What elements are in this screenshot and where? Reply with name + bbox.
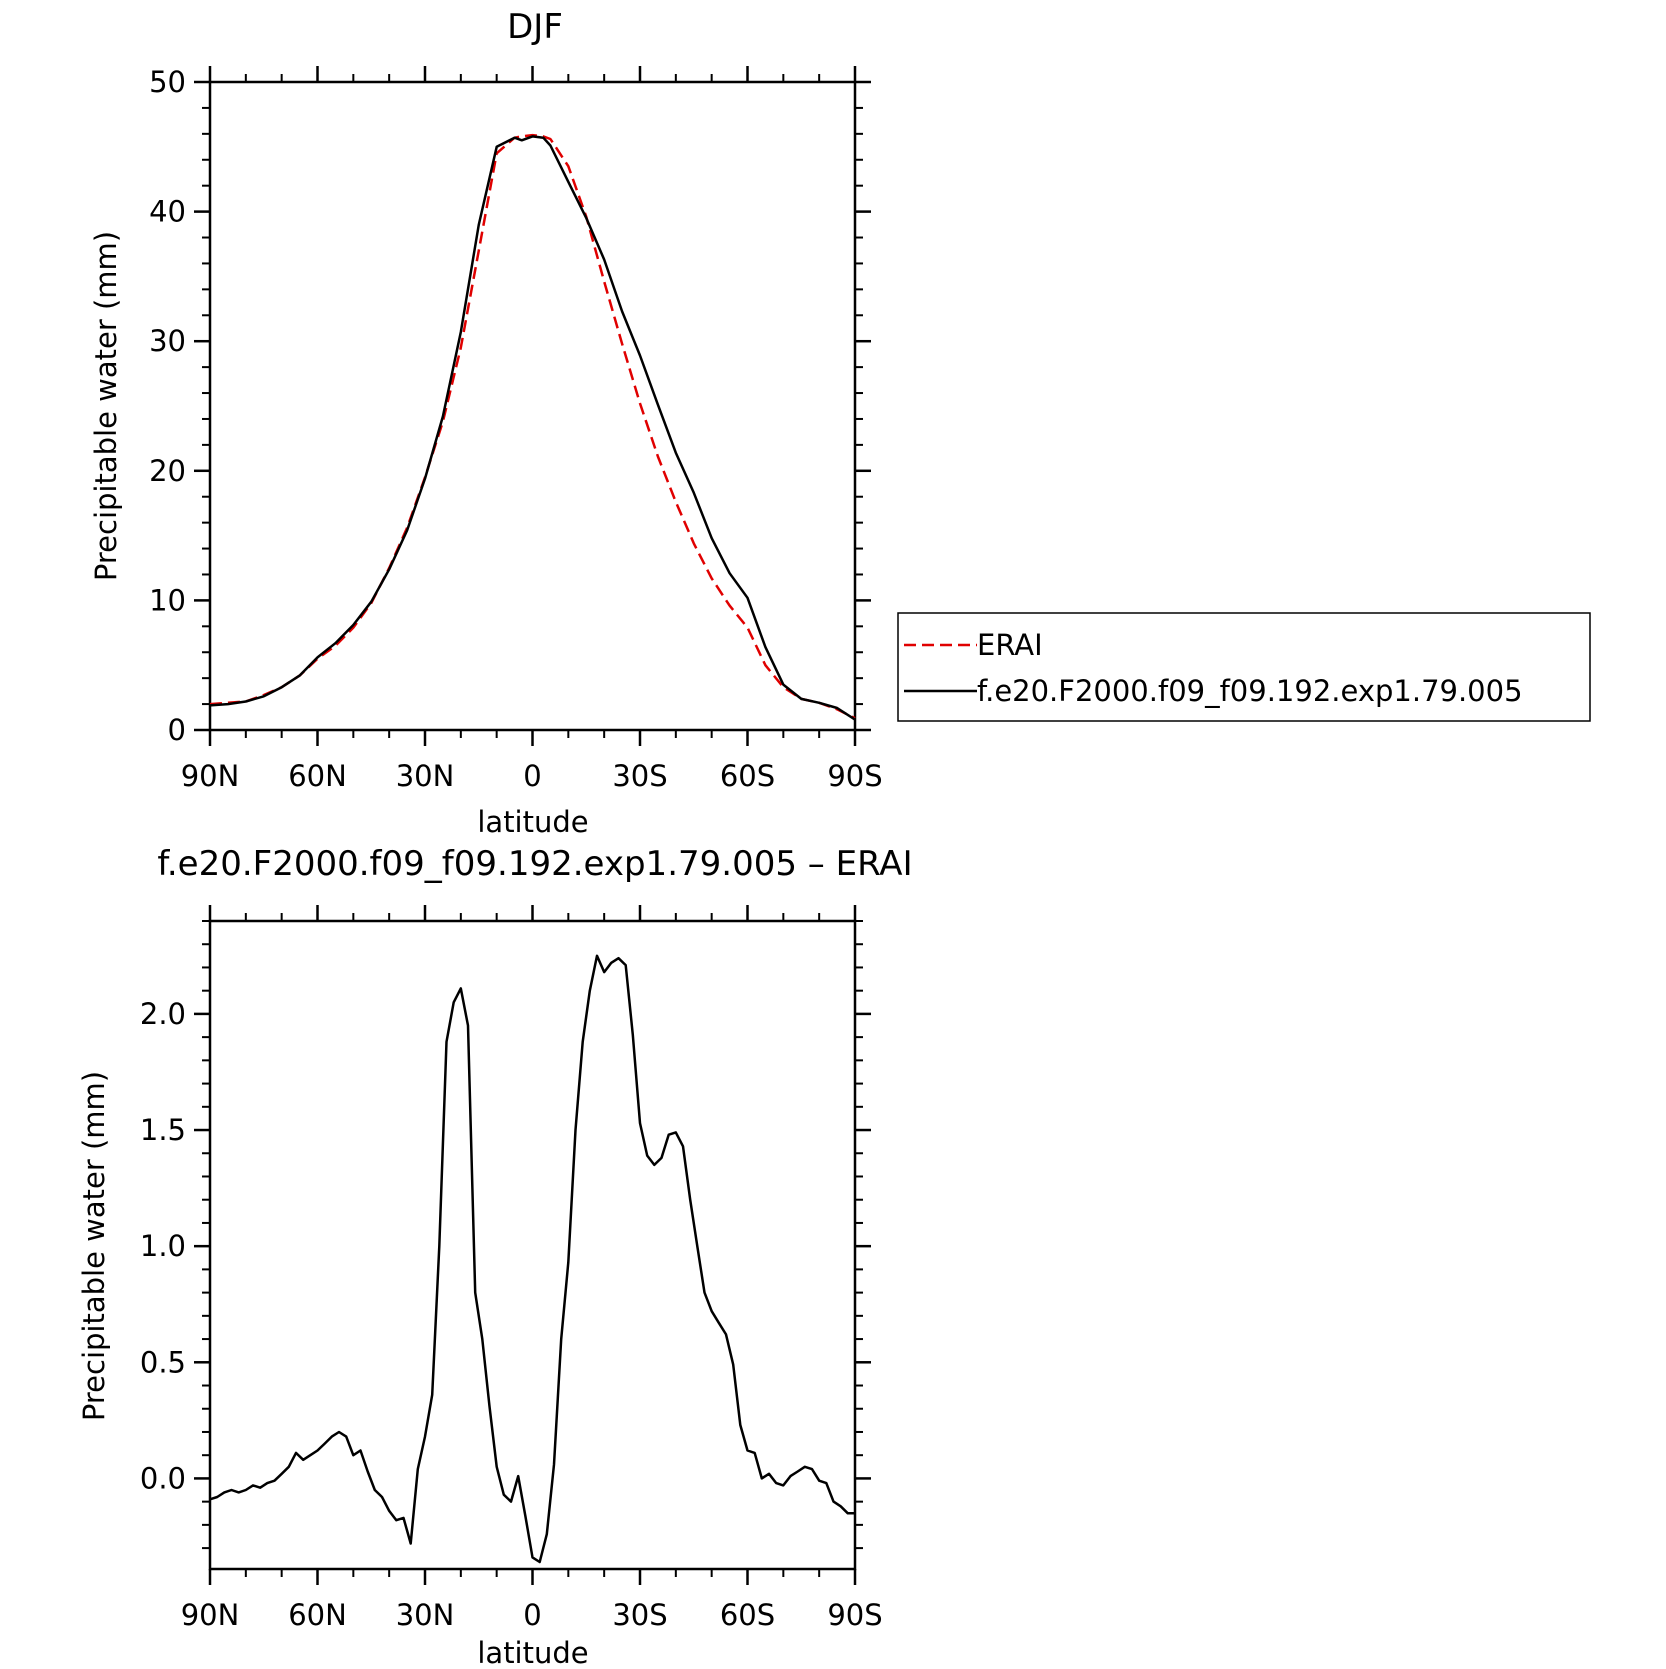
x-tick-label: 30S xyxy=(612,1598,667,1632)
x-tick-label: 90N xyxy=(181,1598,240,1632)
x-tick-label: 90S xyxy=(827,759,882,793)
bottom-y-axis-label: Precipitable water (mm) xyxy=(77,1071,111,1421)
y-tick-label: 0.5 xyxy=(140,1345,186,1379)
x-tick-label: 0 xyxy=(523,759,541,793)
y-tick-label: 2.0 xyxy=(140,997,186,1031)
legend-box xyxy=(897,612,1591,722)
x-tick-label: 60N xyxy=(288,759,347,793)
bottom-chart: f.e20.F2000.f09_f09.192.exp1.79.005 – ER… xyxy=(77,844,913,1669)
bottom-chart-title: f.e20.F2000.f09_f09.192.exp1.79.005 – ER… xyxy=(157,844,912,884)
x-tick-label: 90S xyxy=(827,1598,882,1632)
bottom-tick-labels: 90N 60N 30N 0 30S 60S 90S 0.0 0.5 1.0 1.5 2.0 xyxy=(140,997,883,1632)
y-tick-label: 10 xyxy=(149,583,186,617)
y-tick-label: 20 xyxy=(149,454,186,488)
legend: ERAI f.e20.F2000.f09_f09.192.exp1.79.005 xyxy=(897,612,1591,722)
y-tick-label: 30 xyxy=(149,324,186,358)
top-y-axis-label: Precipitable water (mm) xyxy=(89,231,123,581)
x-tick-label: 60N xyxy=(288,1598,347,1632)
y-tick-label: 1.0 xyxy=(140,1229,186,1263)
y-tick-label: 0.0 xyxy=(140,1461,186,1495)
top-series-lines xyxy=(209,133,856,721)
legend-label-erai: ERAI xyxy=(977,628,1043,662)
x-tick-label: 60S xyxy=(720,759,775,793)
series-line-erai xyxy=(209,133,856,720)
x-tick-label: 30S xyxy=(612,759,667,793)
y-tick-label: 0 xyxy=(168,713,186,747)
legend-label-model: f.e20.F2000.f09_f09.192.exp1.79.005 xyxy=(977,674,1523,708)
top-chart: DJF 90N 60N 30N 0 30S 60S 90S 0 10 20 30 40 50 Preci… xyxy=(89,7,883,839)
series-line-difference xyxy=(209,954,855,1564)
y-tick-label: 50 xyxy=(149,65,186,99)
x-tick-label: 0 xyxy=(523,1598,541,1632)
top-tick-marks xyxy=(194,66,871,746)
series-line-f-e20-f2000-f09-f09-192-exp1-79-005 xyxy=(209,135,856,721)
y-tick-label: 1.5 xyxy=(140,1113,186,1147)
bottom-x-axis-label: latitude xyxy=(477,1636,588,1669)
x-tick-label: 60S xyxy=(720,1598,775,1632)
x-tick-label: 30N xyxy=(396,759,455,793)
top-x-axis-label: latitude xyxy=(477,805,588,839)
x-tick-label: 90N xyxy=(181,759,240,793)
bottom-tick-marks xyxy=(194,905,871,1585)
top-tick-labels: 90N 60N 30N 0 30S 60S 90S 0 10 20 30 40 50 xyxy=(149,65,883,793)
x-tick-label: 30N xyxy=(396,1598,455,1632)
y-tick-label: 40 xyxy=(149,195,186,229)
bottom-series-lines xyxy=(209,954,855,1564)
top-chart-title: DJF xyxy=(507,7,563,47)
